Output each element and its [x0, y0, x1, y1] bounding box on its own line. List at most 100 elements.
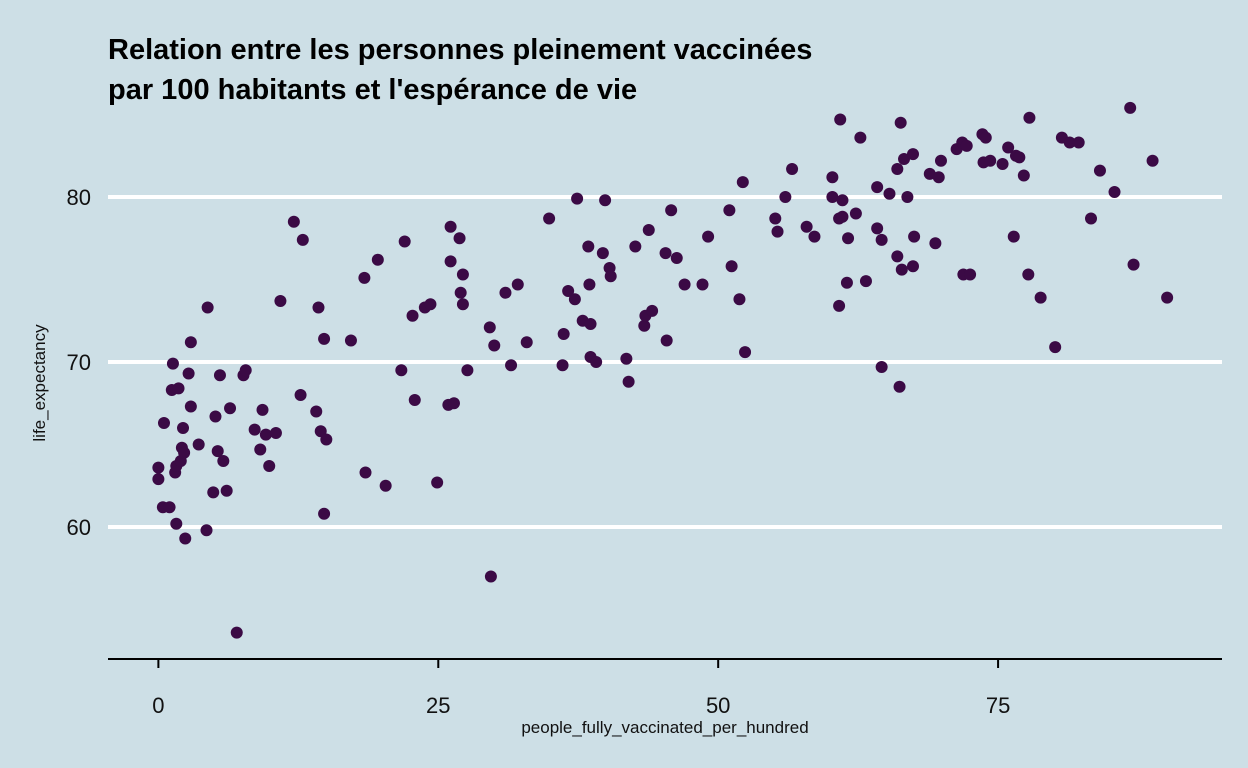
data-point-84 [583, 278, 596, 291]
data-point-176 [1161, 291, 1174, 304]
data-point-39 [287, 215, 300, 228]
data-point-59 [431, 476, 444, 489]
data-point-109 [736, 176, 749, 189]
data-point-37 [269, 426, 282, 439]
data-point-48 [344, 334, 357, 347]
data-point-134 [891, 162, 904, 175]
data-point-24 [211, 445, 224, 458]
data-point-50 [359, 466, 372, 479]
data-point-54 [398, 235, 411, 248]
grid-lines [108, 195, 1222, 529]
y-tick-label-70: 70 [67, 350, 91, 375]
data-point-13 [177, 422, 190, 434]
data-point-45 [318, 332, 331, 345]
data-point-51 [371, 253, 384, 266]
data-point-15 [179, 532, 192, 545]
data-point-16 [182, 367, 195, 380]
data-point-117 [826, 191, 839, 203]
data-point-104 [696, 278, 709, 291]
data-point-33 [254, 443, 267, 456]
data-point-145 [929, 237, 942, 250]
data-point-118 [826, 171, 839, 184]
data-point-152 [964, 268, 977, 281]
x-axis-ticks: 0 25 50 75 [152, 659, 1010, 718]
data-point-58 [424, 298, 437, 311]
data-point-139 [898, 153, 911, 166]
x-tick-label-0: 0 [152, 693, 164, 718]
chart-title-line-1: Relation entre les personnes pleinement … [108, 34, 812, 66]
data-point-75 [520, 336, 533, 349]
data-point-23 [209, 410, 222, 423]
data-point-49 [358, 271, 371, 284]
data-point-158 [1002, 141, 1015, 154]
data-point-162 [1017, 169, 1030, 182]
data-point-123 [836, 194, 849, 207]
data-point-66 [456, 298, 469, 311]
data-point-115 [800, 220, 813, 233]
data-point-26 [217, 455, 230, 467]
data-point-31 [239, 364, 252, 377]
data-point-143 [908, 230, 921, 243]
data-point-100 [660, 334, 673, 347]
data-point-89 [599, 194, 612, 207]
data-point-131 [875, 233, 888, 246]
x-tick-label-50: 50 [706, 693, 730, 718]
data-point-43 [312, 301, 325, 314]
data-point-38 [274, 294, 287, 307]
data-point-110 [739, 346, 752, 359]
data-point-105 [702, 230, 715, 243]
data-point-68 [461, 364, 474, 377]
data-point-17 [184, 336, 197, 349]
data-point-22 [207, 486, 220, 499]
data-point-140 [901, 191, 914, 203]
data-point-171 [1093, 164, 1106, 177]
data-point-93 [622, 375, 635, 388]
data-point-156 [984, 154, 997, 167]
data-point-65 [454, 286, 467, 299]
data-point-102 [670, 252, 683, 265]
data-point-116 [808, 230, 821, 243]
data-point-1 [152, 473, 165, 486]
data-point-52 [379, 479, 392, 492]
data-point-125 [842, 232, 855, 245]
data-point-138 [895, 263, 908, 276]
data-point-14 [178, 446, 191, 459]
y-tick-label-80: 80 [67, 185, 91, 210]
data-point-0 [152, 461, 165, 474]
data-point-67 [456, 268, 469, 281]
data-point-135 [891, 250, 904, 263]
data-point-91 [604, 270, 617, 283]
data-point-108 [733, 293, 746, 306]
chart-title-line-2: par 100 habitants et l'espérance de vie [108, 74, 637, 106]
data-point-127 [854, 131, 867, 144]
data-point-159 [1007, 230, 1020, 243]
data-point-25 [213, 369, 226, 382]
data-point-128 [859, 275, 872, 288]
data-point-155 [979, 131, 992, 144]
data-point-165 [1034, 291, 1047, 304]
data-point-6 [166, 357, 179, 370]
data-point-107 [725, 260, 738, 273]
data-point-18 [184, 400, 197, 413]
data-point-80 [568, 293, 581, 306]
data-point-137 [894, 116, 907, 129]
y-axis-ticks: 60 70 80 [67, 185, 91, 540]
data-point-101 [665, 204, 678, 217]
data-point-161 [1013, 151, 1026, 164]
data-point-27 [220, 484, 233, 497]
data-point-81 [571, 192, 584, 205]
data-point-164 [1023, 111, 1036, 124]
data-point-132 [875, 360, 888, 373]
data-point-29 [230, 626, 243, 639]
data-point-69 [483, 321, 496, 334]
x-tick-label-75: 75 [986, 693, 1010, 718]
data-point-87 [590, 356, 603, 368]
data-point-41 [296, 233, 309, 246]
data-point-35 [259, 428, 272, 441]
data-point-142 [906, 260, 919, 273]
data-point-32 [248, 423, 261, 436]
data-point-111 [769, 212, 782, 225]
data-point-34 [256, 403, 269, 416]
data-point-71 [488, 339, 501, 352]
